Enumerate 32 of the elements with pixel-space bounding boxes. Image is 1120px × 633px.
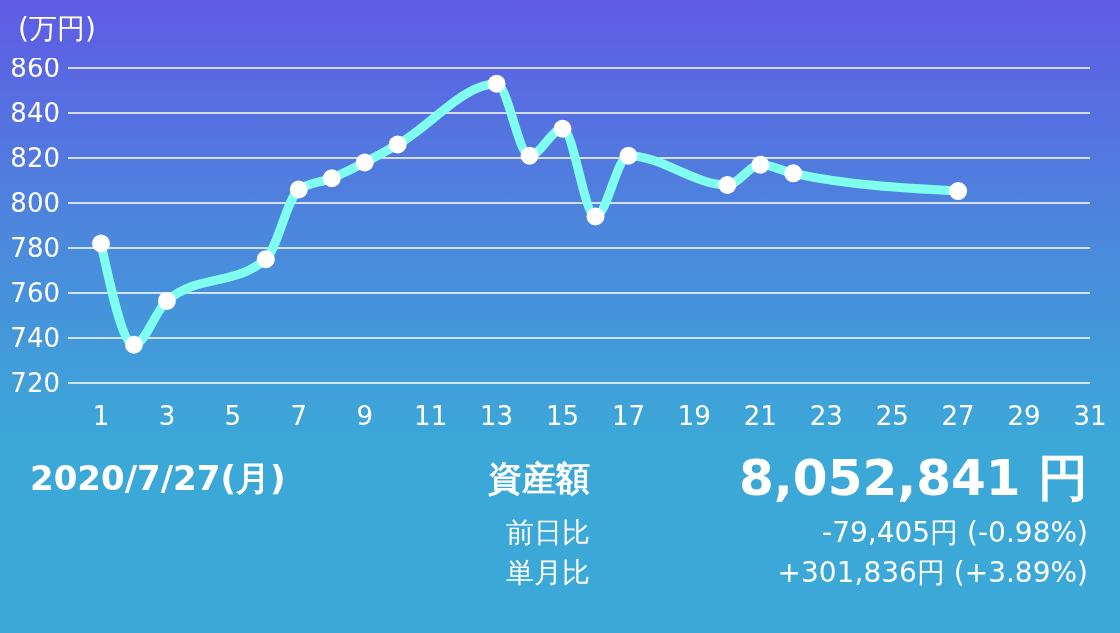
y-tick-label: 760 [10,278,60,309]
text: 資産額 [487,456,590,500]
x-tick-label: 21 [743,401,777,432]
text: +301,836円 (+3.89%) [776,555,1088,591]
y-tick-label: 720 [10,368,60,399]
y-tick-label: 800 [10,188,60,219]
x-tick-label: 13 [480,401,514,432]
x-tick-label: 7 [290,401,308,432]
x-tick-label: 3 [158,401,176,432]
x-tick-label: 23 [809,401,843,432]
x-tick-label: 27 [941,401,975,432]
text: 前日比 [505,515,590,551]
text: 8,052,841 円 [738,448,1088,509]
x-tick-label: 19 [677,401,711,432]
x-tick-label: 17 [611,401,645,432]
x-tick-label: 31 [1073,401,1107,432]
x-tick-label: 25 [875,401,909,432]
y-tick-label: 820 [10,143,60,174]
y-axis-title: (万円) [18,11,96,47]
x-tick-label: 5 [224,401,242,432]
text: -79,405円 (-0.98%) [821,515,1088,551]
y-tick-label: 860 [10,53,60,84]
x-tick-label: 15 [545,401,580,432]
x-tick-label: 9 [356,401,373,432]
y-tick-label: 740 [10,323,60,354]
text: 2020/7/27(月) [30,456,287,500]
x-tick-label: 29 [1007,401,1041,432]
text: 単月比 [505,555,590,591]
x-tick-label: 11 [414,401,448,432]
y-tick-label: 840 [10,98,60,129]
x-tick-label: 1 [92,401,110,432]
y-tick-label: 780 [10,233,60,264]
